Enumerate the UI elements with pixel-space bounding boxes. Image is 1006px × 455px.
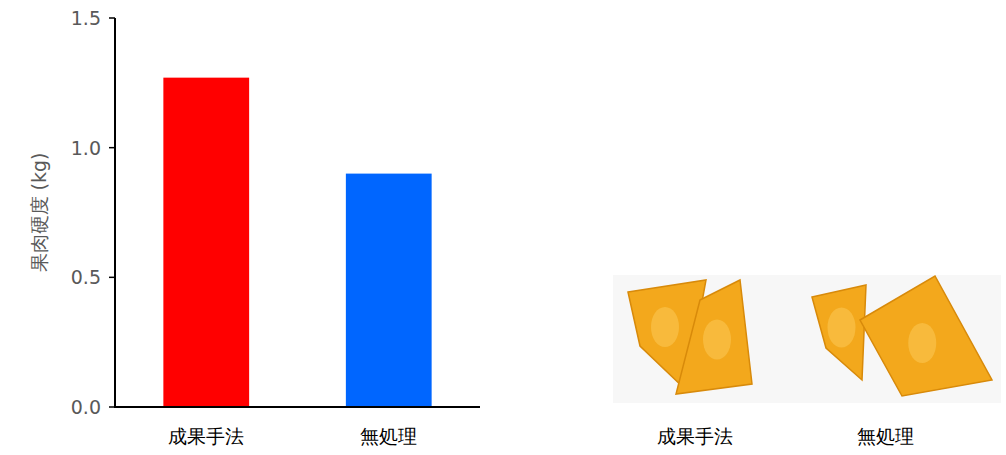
y-tick-label: 0.0 [71,396,101,418]
pumpkin-flesh [828,308,856,348]
pumpkin-piece [676,280,752,394]
x-tick-label: 成果手法 [168,425,244,447]
y-tick-label: 0.5 [71,266,101,288]
y-tick [109,277,115,279]
photo-background [613,275,1001,403]
pumpkin-flesh [651,307,679,347]
pumpkin-flesh [908,323,936,363]
y-tick-label: 1.0 [71,137,101,159]
bars [163,78,431,407]
x-axis [114,406,480,408]
y-axis-label: 果肉硬度 (kg) [28,153,50,273]
photo-label: 成果手法 [657,425,733,447]
y-tick [109,147,115,149]
y-tick [109,406,115,408]
bar [163,78,249,407]
photo-label: 無処理 [857,425,914,447]
photo [613,275,1001,403]
y-tick [109,17,115,19]
chart-canvas: 0.0 0.5 1.0 1.5 成果手法 無処理 果肉硬度 (kg) 成果手法 無処理 [0,0,1006,455]
pumpkin-flesh [703,320,731,360]
bar [346,174,432,407]
x-tick-label: 無処理 [360,425,417,447]
y-axis [114,18,116,407]
pumpkin-piece [812,285,866,380]
pumpkin-piece [860,276,992,396]
y-tick-label: 1.5 [71,7,101,29]
